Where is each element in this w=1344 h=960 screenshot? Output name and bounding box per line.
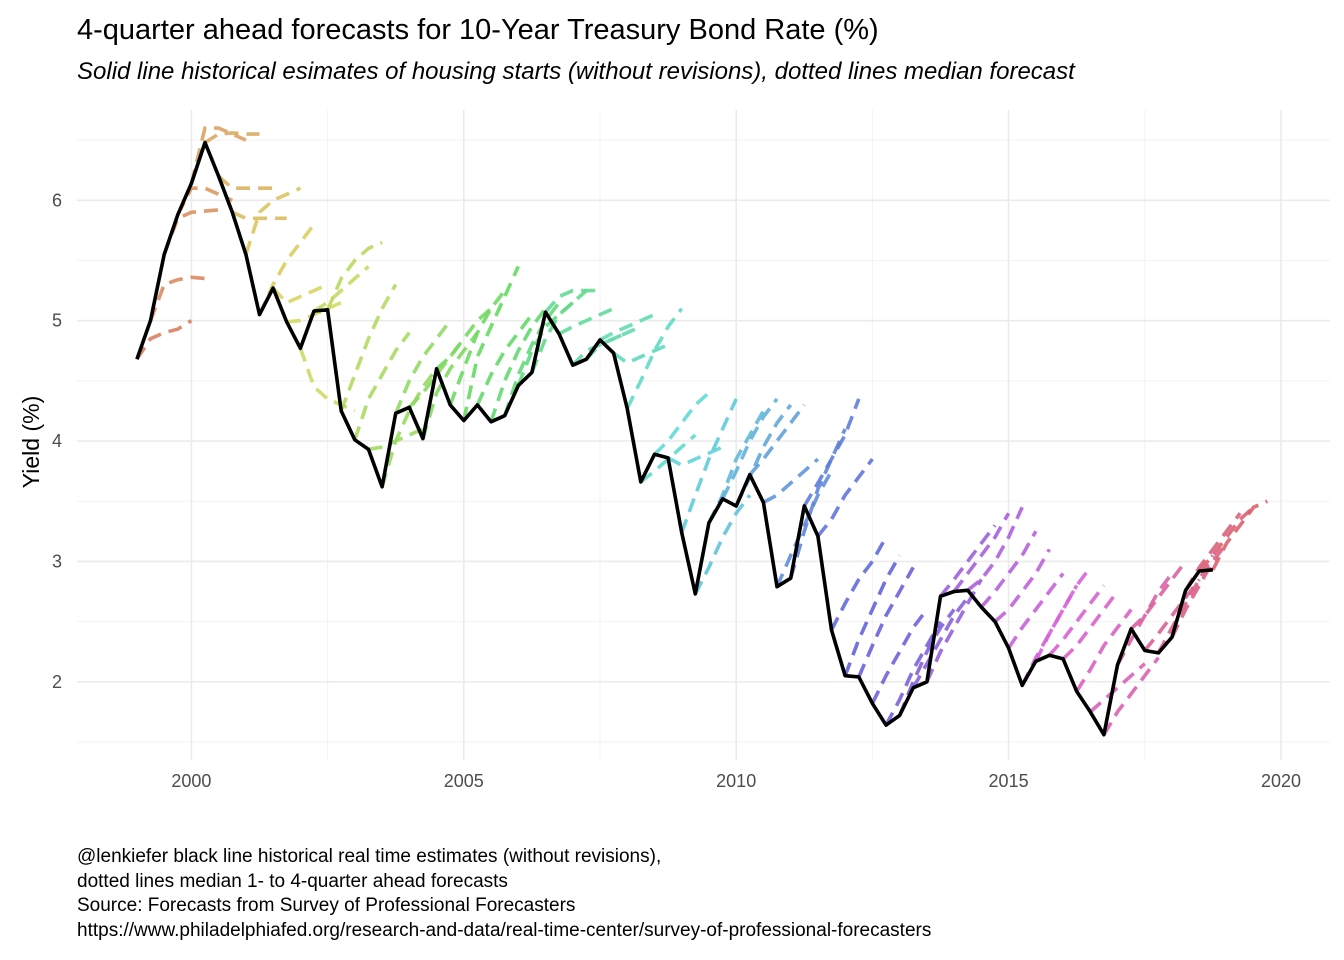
y-tick-label: 5 xyxy=(52,311,62,331)
forecast-line xyxy=(1197,505,1255,573)
forecast-line xyxy=(843,554,902,677)
forecast-line xyxy=(558,306,615,336)
y-tick-label: 3 xyxy=(52,551,62,571)
forecast-line xyxy=(1143,578,1201,652)
y-tick-label: 6 xyxy=(52,190,62,210)
forecast-line xyxy=(802,398,861,507)
y-tick-label: 4 xyxy=(52,431,62,451)
y-axis-label: Yield (%) xyxy=(18,396,44,488)
forecast-line xyxy=(1034,566,1092,663)
caption-line-4: https://www.philadelphiafed.org/research… xyxy=(77,919,932,941)
forecast-line xyxy=(1089,662,1146,714)
forecast-line xyxy=(448,289,507,406)
forecast-line xyxy=(313,265,370,313)
forecast-line xyxy=(148,275,206,322)
y-axis-ticks: 2 3 4 5 6 xyxy=(52,190,62,691)
forecast-line xyxy=(1102,656,1160,736)
forecast-line xyxy=(489,307,547,423)
caption-line-3: Source: Forecasts from Survey of Profess… xyxy=(77,895,576,916)
historical-line-group xyxy=(135,140,1214,737)
forecast-line xyxy=(325,240,383,311)
forecast-line xyxy=(599,312,656,342)
forecast-line xyxy=(720,397,779,500)
forecast-line xyxy=(1007,572,1065,650)
forecast-line xyxy=(217,174,274,190)
forecast-line xyxy=(829,536,888,631)
forecast-line xyxy=(993,548,1051,623)
forecast-line xyxy=(530,289,588,374)
x-tick-label: 2010 xyxy=(716,771,756,791)
forecast-line xyxy=(1048,584,1106,657)
forecast-lines xyxy=(135,126,1269,736)
forecast-line xyxy=(585,325,642,361)
y-tick-label: 2 xyxy=(52,672,62,692)
grid-major xyxy=(77,110,1330,760)
forecast-line xyxy=(189,126,247,184)
forecast-line xyxy=(693,494,752,595)
forecast-line xyxy=(544,288,600,314)
forecast-line xyxy=(952,512,1011,593)
caption-line-1: @lenkiefer black line historical real ti… xyxy=(77,846,662,867)
caption: @lenkiefer black line historical real ti… xyxy=(77,845,931,943)
forecast-line xyxy=(1129,560,1188,631)
forecast-line xyxy=(884,620,943,726)
forecast-line xyxy=(435,307,493,371)
forecast-line xyxy=(612,343,669,365)
forecast-line xyxy=(734,403,793,507)
chart-title: 4-quarter ahead forecasts for 10-Year Tr… xyxy=(77,14,879,46)
forecast-line xyxy=(680,398,738,534)
forecast-line xyxy=(667,445,724,468)
x-tick-label: 2015 xyxy=(989,771,1029,791)
forecast-line xyxy=(475,313,534,406)
forecast-line xyxy=(939,524,997,598)
x-axis-ticks: 2000 2005 2010 2015 2020 xyxy=(171,771,1301,791)
forecast-line xyxy=(911,596,970,689)
forecast-line xyxy=(857,566,915,678)
forecast-line xyxy=(339,283,398,412)
forecast-line xyxy=(1170,542,1228,638)
forecast-line xyxy=(204,131,260,145)
forecast-line xyxy=(421,331,479,440)
forecast-line xyxy=(707,410,765,524)
forecast-line xyxy=(298,347,356,413)
forecast-line xyxy=(502,301,561,417)
forecast-line xyxy=(244,186,302,255)
forecast-line xyxy=(762,457,820,504)
x-tick-label: 2005 xyxy=(444,771,484,791)
forecast-line xyxy=(979,530,1038,609)
x-tick-label: 2000 xyxy=(171,771,211,791)
forecast-line xyxy=(231,210,287,221)
forecast-line xyxy=(462,265,520,421)
forecast-line xyxy=(625,307,684,410)
forecast-line xyxy=(748,403,806,476)
forecast-line xyxy=(653,391,711,456)
forecast-line xyxy=(380,367,439,488)
forecast-line xyxy=(1184,512,1242,592)
forecast-line xyxy=(788,428,847,579)
chart-subtitle: Solid line historical esimates of housin… xyxy=(77,58,1075,85)
forecast-line xyxy=(966,506,1024,592)
forecast-line xyxy=(1075,608,1133,693)
forecast-line xyxy=(353,331,411,441)
forecast-line xyxy=(271,282,329,305)
forecast-line xyxy=(870,608,929,705)
forecast-line xyxy=(1211,499,1269,571)
historical-line xyxy=(135,140,1214,737)
x-tick-label: 2020 xyxy=(1261,771,1301,791)
forecast-line xyxy=(571,331,628,367)
forecast-line xyxy=(1061,590,1119,661)
forecast-line xyxy=(394,319,452,414)
forecast-line xyxy=(775,470,834,588)
forecast-line xyxy=(1115,572,1174,666)
forecast-line xyxy=(816,458,874,538)
caption-line-2: dotted lines median 1- to 4-quarter ahea… xyxy=(77,870,508,892)
